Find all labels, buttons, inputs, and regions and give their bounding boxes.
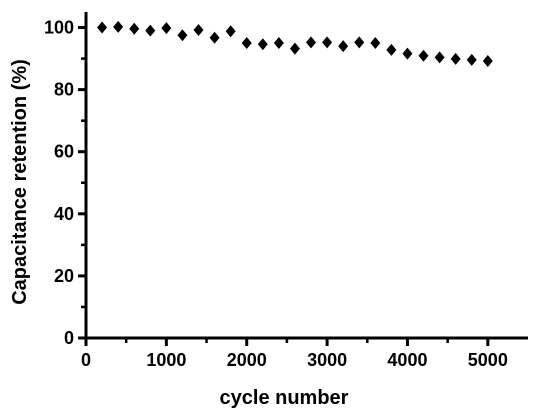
data-point <box>306 36 317 49</box>
data-point <box>466 53 477 66</box>
data-points <box>97 20 493 68</box>
y-tick-label: 60 <box>54 142 74 162</box>
data-point <box>97 21 108 34</box>
y-axis-title: Capacitance retention (%) <box>9 59 31 305</box>
y-tick-label: 20 <box>54 266 74 286</box>
data-point <box>450 52 461 65</box>
data-point <box>354 36 365 49</box>
data-point <box>241 37 252 50</box>
data-point <box>434 51 445 64</box>
y-tick-label: 40 <box>54 204 74 224</box>
data-point <box>129 22 140 35</box>
x-tick-label: 4000 <box>387 350 427 370</box>
data-point <box>370 37 381 50</box>
data-point <box>338 40 349 53</box>
axes <box>84 12 528 340</box>
data-point <box>482 55 493 68</box>
x-tick-label: 5000 <box>468 350 508 370</box>
x-tick-label: 3000 <box>307 350 347 370</box>
data-point <box>257 38 268 51</box>
data-point <box>322 36 333 49</box>
data-point <box>145 24 156 37</box>
x-tick-label: 1000 <box>146 350 186 370</box>
data-point <box>402 47 413 60</box>
x-tick-label: 0 <box>81 350 91 370</box>
data-point <box>177 29 188 42</box>
data-point <box>418 49 429 62</box>
data-point <box>225 25 236 38</box>
y-tick-label: 0 <box>64 328 74 348</box>
x-axis-title: cycle number <box>220 387 349 409</box>
data-point <box>386 43 397 56</box>
data-point <box>289 42 300 55</box>
data-point <box>209 31 220 44</box>
y-tick-label: 80 <box>54 80 74 100</box>
data-point <box>161 22 172 35</box>
data-point <box>273 37 284 50</box>
data-point <box>113 20 124 33</box>
y-tick-label: 100 <box>44 18 74 38</box>
data-point <box>193 24 204 37</box>
x-tick-label: 2000 <box>227 350 267 370</box>
